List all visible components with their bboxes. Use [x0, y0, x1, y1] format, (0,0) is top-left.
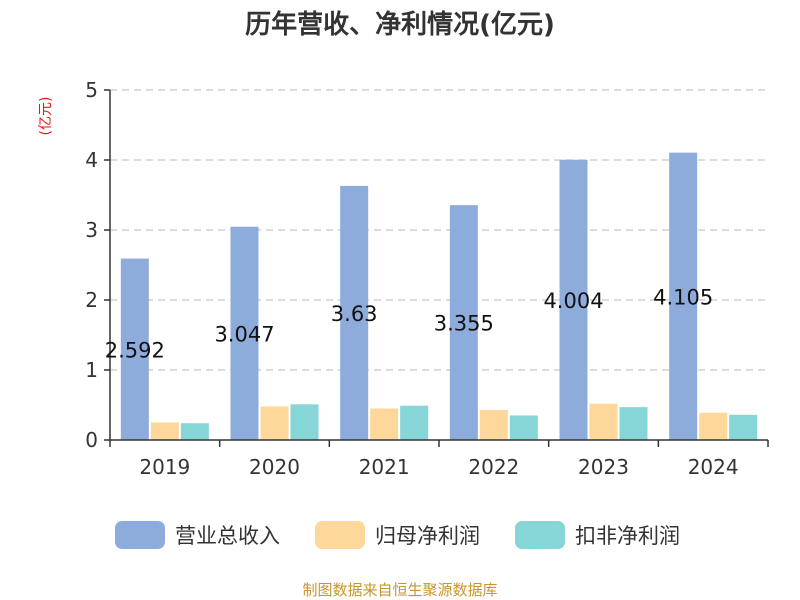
data-label: 3.047	[214, 322, 274, 346]
bar-3	[290, 404, 319, 440]
bar-1	[669, 152, 698, 440]
data-labels: 2.592 3.047 3.63 3.355 4.004 4.105	[105, 285, 713, 362]
bars	[120, 152, 758, 440]
y-tick-label: 2	[85, 288, 98, 312]
bar-3	[400, 405, 429, 440]
y-tick-label: 4	[85, 148, 98, 172]
bar-2	[589, 403, 618, 440]
y-axis-unit-label: (亿元)	[38, 97, 54, 136]
axes: 0 1 2 3 4 5 2019 2020 2021 2022 2023 2024	[85, 78, 769, 479]
x-tick-label: 2021	[359, 455, 410, 479]
bar-1	[559, 159, 588, 440]
y-tick-label: 5	[85, 78, 98, 102]
y-tick-label: 3	[85, 218, 98, 242]
bar-3	[509, 415, 538, 440]
legend: 营业总收入 归母净利润 扣非净利润	[115, 521, 680, 549]
bar-2	[370, 408, 399, 440]
bar-2	[150, 422, 179, 440]
bar-1	[340, 185, 369, 440]
chart-title: 历年营收、净利情况(亿元)	[245, 9, 555, 40]
x-tick-label: 2022	[468, 455, 519, 479]
y-tick-label: 0	[85, 428, 98, 452]
bar-2	[699, 412, 728, 440]
bar-2	[479, 409, 508, 440]
data-label: 2.592	[105, 338, 165, 362]
bar-3	[180, 423, 209, 440]
y-tick-label: 1	[85, 358, 98, 382]
data-label: 3.355	[434, 312, 494, 336]
data-label: 4.105	[653, 285, 713, 309]
data-source-note: 制图数据来自恒生聚源数据库	[302, 581, 497, 599]
bar-3	[729, 414, 758, 440]
bar-1	[120, 258, 149, 440]
x-tick-label: 2019	[139, 455, 190, 479]
x-tick-label: 2023	[578, 455, 629, 479]
bar-1	[449, 205, 478, 440]
legend-swatch-2	[315, 521, 365, 549]
x-tick-label: 2020	[249, 455, 300, 479]
legend-swatch-3	[515, 521, 565, 549]
data-label: 4.004	[543, 289, 603, 313]
x-tick-label: 2024	[688, 455, 739, 479]
legend-label-1: 营业总收入	[175, 524, 280, 548]
legend-label-3: 扣非净利润	[575, 524, 680, 548]
bar-2	[260, 406, 289, 440]
data-label: 3.63	[331, 302, 378, 326]
bar-3	[619, 407, 648, 440]
gridlines	[110, 89, 768, 371]
bar-1	[230, 226, 259, 440]
legend-label-2: 归母净利润	[375, 524, 480, 548]
legend-swatch-1	[115, 521, 165, 549]
